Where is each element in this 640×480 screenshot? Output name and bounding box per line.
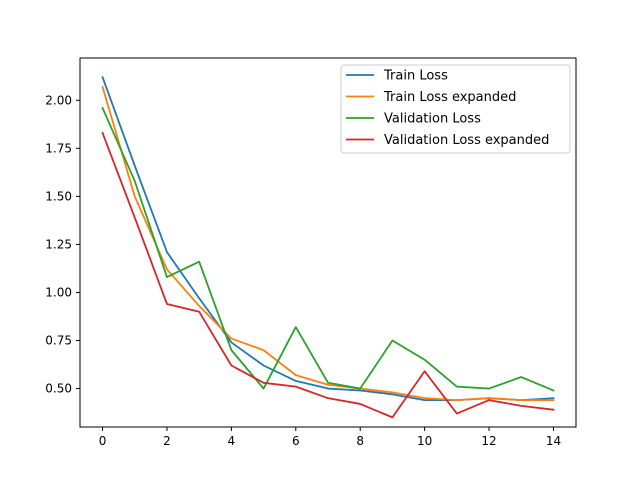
series-line-3 — [101, 131, 555, 419]
series-layer — [101, 76, 555, 419]
series-line-2 — [101, 106, 555, 392]
y-tick-label: 1.00 — [45, 285, 72, 299]
x-tick-label: 0 — [99, 434, 107, 448]
x-tick-label: 4 — [228, 434, 236, 448]
x-tick-label: 12 — [481, 434, 496, 448]
legend: Train Loss Train Loss expanded Validation … — [340, 64, 571, 154]
legend-label-0: Train Loss — [383, 69, 448, 84]
series-line-1 — [101, 85, 555, 401]
x-tick-label: 10 — [417, 434, 432, 448]
y-tick-label: 1.75 — [45, 141, 72, 155]
legend-label-2: Validation Loss — [384, 112, 481, 127]
x-tick-label: 2 — [163, 434, 171, 448]
axes-frame — [79, 57, 577, 428]
legend-label-1: Train Loss expanded — [383, 90, 516, 105]
legend-box — [340, 64, 571, 154]
x-tick-label: 8 — [356, 434, 364, 448]
legend-label-3: Validation Loss expanded — [384, 133, 549, 148]
x-tick-label: 14 — [546, 434, 561, 448]
y-tick-label: 2.00 — [45, 93, 72, 107]
y-tick-label: 1.25 — [45, 237, 72, 251]
y-tick-label: 1.50 — [45, 189, 72, 203]
x-tick-label: 6 — [292, 434, 300, 448]
y-tick-label: 0.50 — [45, 382, 72, 396]
axis-layer: 0 2 4 6 8 10 12 14 0.50 0.75 1.00 1.25 1.50 1.75 2.00 — [45, 57, 577, 448]
y-tick-label: 0.75 — [45, 334, 72, 348]
